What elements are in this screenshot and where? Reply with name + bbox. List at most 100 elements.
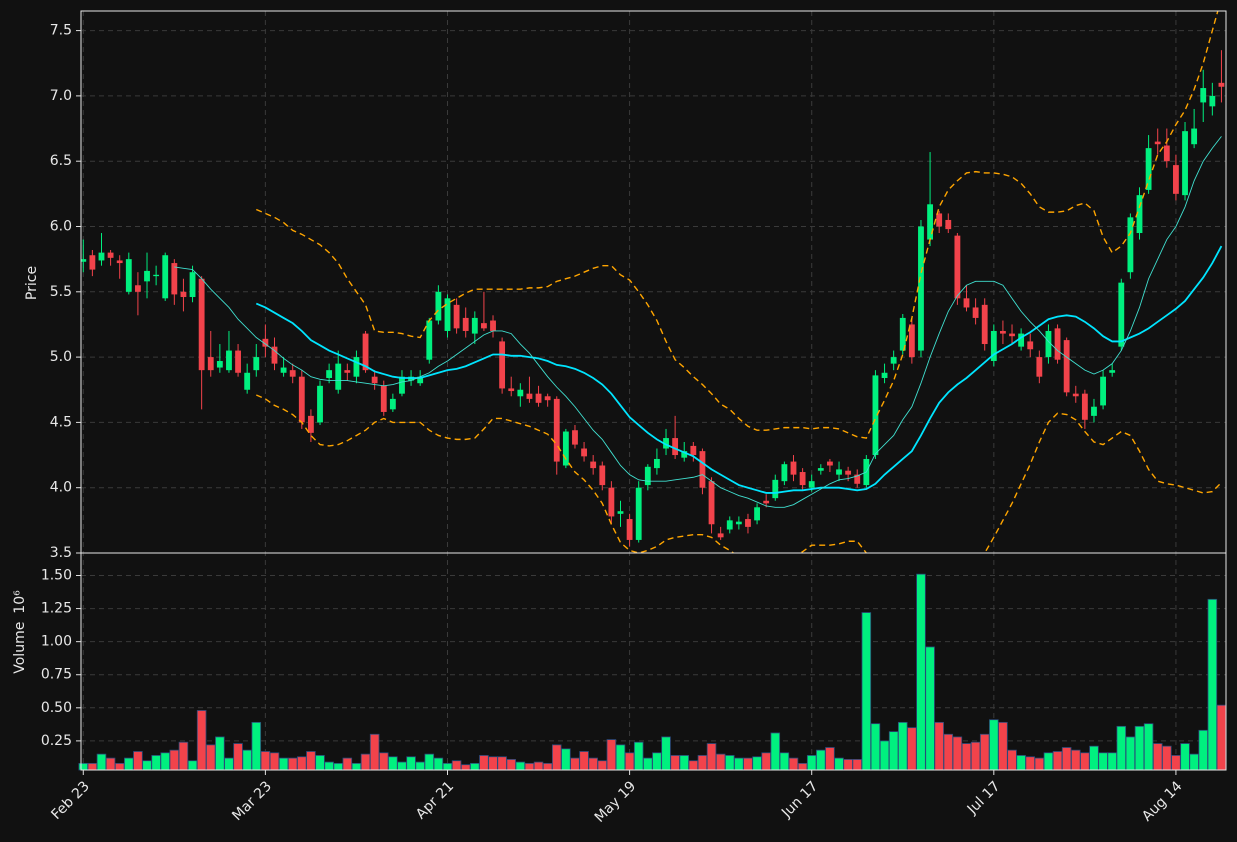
candle-body <box>526 393 533 399</box>
volume-bar <box>998 721 1008 771</box>
volume-bar <box>260 751 271 771</box>
volume-bar <box>96 753 107 771</box>
candle-body <box>362 333 369 371</box>
volume-bar <box>1016 755 1026 771</box>
candle-body <box>881 372 888 378</box>
volume-bar <box>752 756 762 771</box>
volume-bar <box>1143 723 1154 771</box>
volume-bar <box>861 612 872 771</box>
volume-bar <box>397 761 407 771</box>
candle-body <box>1100 376 1106 406</box>
volume-bar <box>1107 752 1117 771</box>
candle-body <box>817 468 824 471</box>
volume-bar <box>1152 743 1163 771</box>
volume-axis-label: Volume 10⁶ <box>12 590 28 674</box>
candle-body <box>235 350 241 373</box>
candle-body <box>1127 217 1134 273</box>
volume-bar <box>943 733 954 771</box>
candle-body <box>153 274 160 277</box>
candle-body <box>1109 370 1116 373</box>
volume-bar <box>1070 749 1081 771</box>
price-axis-label: Price <box>24 266 40 300</box>
volume-bar <box>643 757 653 771</box>
volume-bar <box>761 752 771 771</box>
candle-body <box>198 278 205 371</box>
candle-body <box>808 481 815 488</box>
volume-bar <box>806 755 817 771</box>
indicator-line <box>256 11 1219 439</box>
volume-bar <box>497 756 507 771</box>
candle-body <box>107 252 114 258</box>
y-tick-label: 6.5 <box>50 153 72 169</box>
volume-bar <box>224 757 234 771</box>
candle-body <box>307 415 314 433</box>
candle-body <box>453 304 460 329</box>
candle-body <box>171 263 178 295</box>
volume-bar <box>1052 751 1063 771</box>
volume-bar <box>169 749 180 771</box>
candle-body <box>990 330 997 362</box>
volume-bar <box>925 646 935 771</box>
volume-bar <box>624 752 635 771</box>
volume-bar <box>615 744 626 771</box>
candle-body <box>717 533 724 538</box>
candle-body <box>517 389 524 397</box>
candle-body <box>426 320 433 360</box>
candle-body <box>1054 328 1061 360</box>
y-tick-label: 5.0 <box>50 349 72 365</box>
candle-body <box>572 430 578 445</box>
volume-bar <box>205 744 216 771</box>
volume-bar <box>934 721 944 771</box>
candle-body <box>972 307 979 318</box>
volume-bar <box>834 757 844 771</box>
volume-bar <box>1162 745 1172 771</box>
volume-bar <box>679 755 690 771</box>
candle-body <box>262 338 269 347</box>
volume-bar <box>561 748 571 771</box>
candle-body <box>244 372 251 390</box>
candle-body <box>954 235 961 299</box>
candle-body <box>125 259 132 292</box>
volume-bar <box>788 757 799 771</box>
candle-body <box>699 451 706 488</box>
volume-bar <box>779 752 790 771</box>
volume-bar <box>1125 736 1136 771</box>
candle-body <box>1182 131 1188 196</box>
candle-body <box>344 370 351 373</box>
y-tick-label: 0.75 <box>41 667 72 683</box>
volume-bar <box>324 761 334 771</box>
volume-bar <box>242 749 252 771</box>
volume-bar <box>1034 757 1045 771</box>
volume-bar <box>351 762 362 771</box>
volume-bar <box>797 762 808 771</box>
candle-body <box>854 474 861 484</box>
volume-bar <box>87 762 98 771</box>
candle-body <box>116 260 123 264</box>
volume-bar <box>1134 725 1145 771</box>
volume-bar <box>151 755 161 771</box>
candle-body <box>1072 393 1079 397</box>
candle-body <box>626 519 633 540</box>
volume-bar <box>388 756 398 771</box>
volume-bar <box>670 755 680 771</box>
volume-bar <box>187 760 198 771</box>
volume-bar <box>515 761 526 771</box>
volume-bar <box>879 740 890 771</box>
volume-bar <box>506 759 516 771</box>
candle-body <box>435 291 442 321</box>
candle-body <box>1091 406 1097 416</box>
volume-bar <box>160 752 170 771</box>
candle-body <box>371 376 378 384</box>
candle-body <box>599 465 606 486</box>
candle-body <box>553 398 560 462</box>
candle-body <box>781 464 788 482</box>
volume-bar <box>315 755 325 771</box>
candle-body <box>899 317 906 351</box>
candle-body <box>918 226 924 351</box>
volume-bar <box>970 741 981 771</box>
candle-body <box>1145 148 1152 190</box>
candle-body <box>644 466 651 486</box>
candle-body <box>690 445 697 456</box>
candle-body <box>298 376 305 423</box>
candle-body <box>745 519 751 527</box>
